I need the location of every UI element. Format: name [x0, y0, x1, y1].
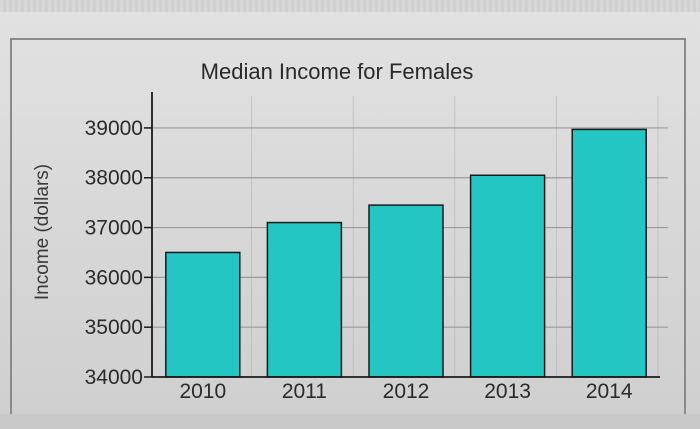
y-tick-label: 34000	[85, 366, 143, 389]
chart-frame	[10, 38, 686, 416]
y-tick-label: 37000	[85, 217, 143, 240]
x-tick-label: 2013	[484, 380, 531, 403]
bar-2013	[469, 174, 546, 378]
y-tick-label: 36000	[85, 266, 143, 289]
bars	[165, 128, 647, 378]
y-tick-label: 35000	[85, 316, 143, 339]
x-tick-label: 2011	[282, 380, 327, 403]
y-tick-label: 38000	[85, 167, 143, 190]
x-tick-labels: 2010 2011 2012 2013 2014	[179, 380, 632, 403]
y-tick-label: 39000	[85, 117, 143, 140]
bar-2014	[571, 128, 647, 378]
axes	[151, 92, 660, 378]
bottom-edge-band	[0, 414, 700, 429]
bar-2010	[165, 251, 241, 378]
x-tick-label: 2010	[179, 380, 226, 403]
top-edge-band	[0, 0, 700, 12]
x-tick-label: 2012	[383, 380, 430, 403]
y-axis-label: Income (dollars)	[32, 164, 53, 300]
x-tick-label: 2014	[586, 380, 633, 403]
y-tick-labels: 34000 35000 36000 37000 38000 39000	[85, 117, 152, 389]
bar-2011	[266, 221, 343, 378]
chart-title: Median Income for Females	[201, 59, 474, 84]
bar-2012	[368, 204, 444, 378]
